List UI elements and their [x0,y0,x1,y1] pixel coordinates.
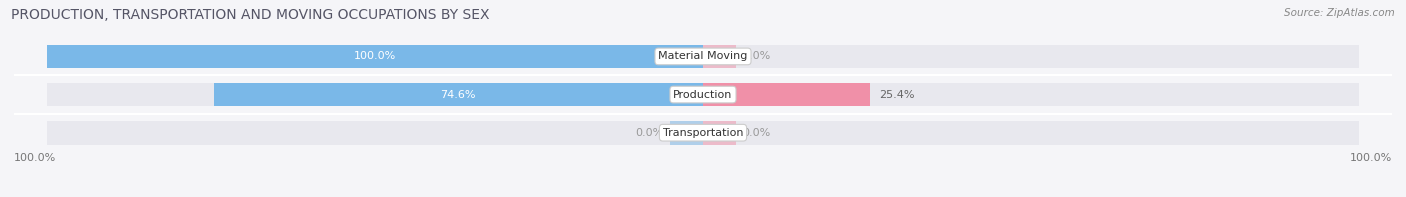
Text: 25.4%: 25.4% [880,90,915,99]
Bar [703,45,735,68]
Text: PRODUCTION, TRANSPORTATION AND MOVING OCCUPATIONS BY SEX: PRODUCTION, TRANSPORTATION AND MOVING OC… [11,8,489,22]
Text: 0.0%: 0.0% [636,128,664,138]
Text: Source: ZipAtlas.com: Source: ZipAtlas.com [1284,8,1395,18]
Bar [703,121,1360,145]
Bar [46,45,703,68]
Bar [671,121,703,145]
Text: 100.0%: 100.0% [354,51,396,61]
Text: Transportation: Transportation [662,128,744,138]
Bar [703,45,1360,68]
Text: Material Moving: Material Moving [658,51,748,61]
Bar [46,121,703,145]
Bar [703,83,1360,106]
Text: 100.0%: 100.0% [1350,152,1392,163]
Bar [703,83,870,106]
Text: 0.0%: 0.0% [742,128,770,138]
Text: 74.6%: 74.6% [440,90,477,99]
Text: Production: Production [673,90,733,99]
Bar [214,83,703,106]
Bar [46,45,703,68]
Bar [46,83,703,106]
Bar [703,121,735,145]
Text: 0.0%: 0.0% [742,51,770,61]
Text: 100.0%: 100.0% [14,152,56,163]
